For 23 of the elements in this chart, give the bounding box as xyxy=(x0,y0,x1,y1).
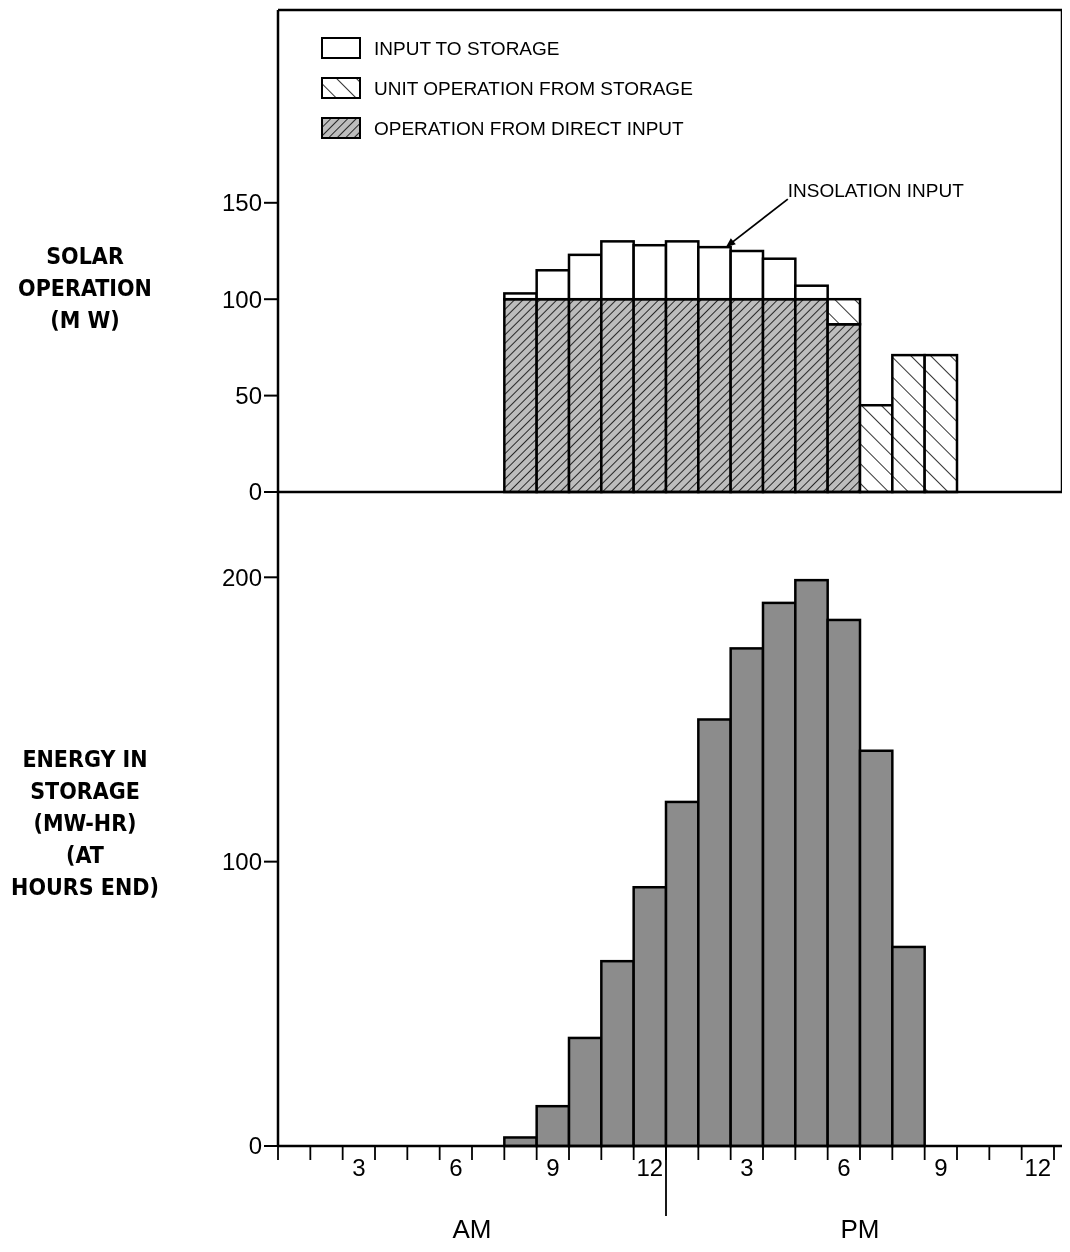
y-tick-label: 150 xyxy=(221,189,262,217)
x-tick-label: 9 xyxy=(546,1154,560,1181)
y-tick-label: 100 xyxy=(221,285,262,313)
y-axis-title: SOLAR OPERATION (M W) xyxy=(18,243,152,334)
y-tick-label: 0 xyxy=(248,1132,262,1160)
y-tick-label: 0 xyxy=(248,478,262,506)
legend-label: INPUT TO STORAGE xyxy=(374,37,560,59)
x-tick-label: 6 xyxy=(449,1154,463,1181)
y-tick-label: 50 xyxy=(235,382,262,409)
x-tick-label: 3 xyxy=(352,1154,366,1181)
y-axis-title: ENERGY IN STORAGE (MW-HR) (AT HOURS END) xyxy=(11,746,159,901)
x-tick-label: 12 xyxy=(1024,1154,1052,1181)
x-tick-label: 6 xyxy=(837,1154,851,1181)
text: AM xyxy=(452,1214,492,1244)
y-tick-label: 200 xyxy=(221,563,262,591)
text: PM xyxy=(840,1214,880,1244)
annotation: INSOLATION INPUT xyxy=(787,180,965,202)
legend-label: UNIT OPERATION FROM STORAGE xyxy=(374,77,693,99)
x-tick-label: 3 xyxy=(740,1154,754,1181)
x-tick-label: 12 xyxy=(636,1154,664,1181)
y-tick-label: 100 xyxy=(221,848,262,876)
x-tick-label: 9 xyxy=(934,1154,948,1181)
legend-label: OPERATION FROM DIRECT INPUT xyxy=(374,117,685,139)
